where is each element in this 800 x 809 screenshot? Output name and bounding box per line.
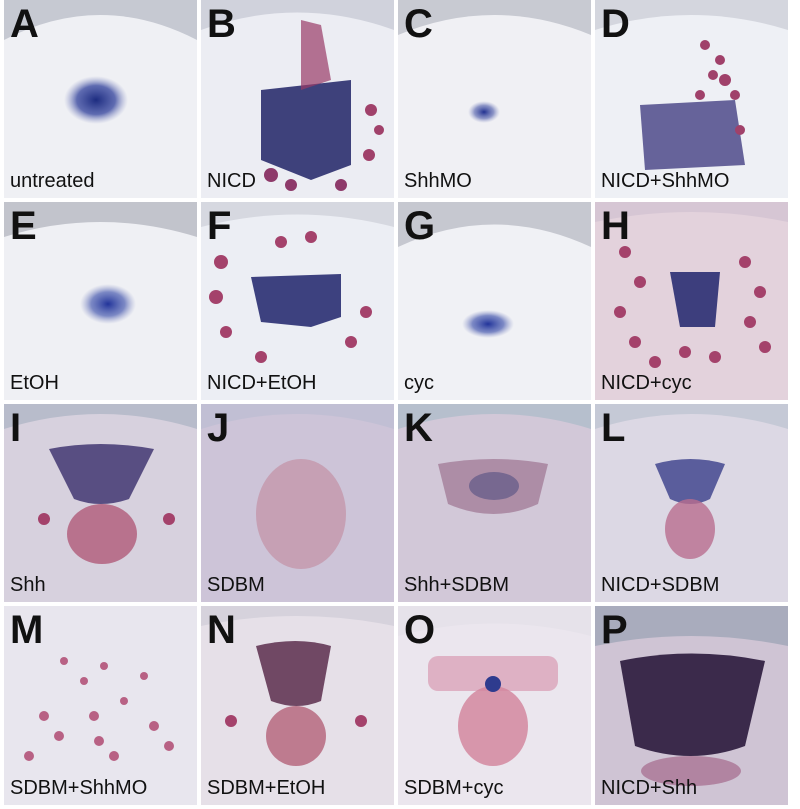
panel-caption: NICD: [207, 170, 256, 192]
panel-letter: A: [10, 2, 39, 46]
embryo-image-l: [595, 404, 788, 602]
panel-caption: untreated: [10, 170, 95, 192]
panel-letter: G: [404, 204, 436, 248]
panel-caption: Shh: [10, 574, 46, 596]
panel-i: I Shh: [4, 404, 197, 602]
panel-letter: I: [10, 406, 22, 450]
panel-b: B NICD: [201, 0, 394, 198]
panel-letter: B: [207, 2, 236, 46]
panel-letter: F: [207, 204, 232, 248]
embryo-image-p: [595, 606, 788, 805]
panel-caption: SDBM+cyc: [404, 777, 504, 799]
panel-caption: SDBM+EtOH: [207, 777, 326, 799]
panel-letter: H: [601, 204, 630, 248]
embryo-image-f: [201, 202, 394, 400]
panel-caption: NICD+Shh: [601, 777, 698, 799]
panel-caption: NICD+EtOH: [207, 372, 317, 394]
panel-letter: C: [404, 2, 433, 46]
panel-caption: NICD+SDBM: [601, 574, 720, 596]
panel-caption: NICD+cyc: [601, 372, 692, 394]
embryo-image-g: [398, 202, 591, 400]
panel-n: N SDBM+EtOH: [201, 606, 394, 805]
panel-p: P NICD+Shh: [595, 606, 788, 805]
panel-c: C ShhMO: [398, 0, 591, 198]
embryo-image-e: [4, 202, 197, 400]
panel-m: M SDBM+ShhMO: [4, 606, 197, 805]
panel-g: G cyc: [398, 202, 591, 400]
panel-letter: D: [601, 2, 630, 46]
embryo-image-c: [398, 0, 591, 198]
panel-caption: cyc: [404, 372, 434, 394]
panel-caption: SDBM+ShhMO: [10, 777, 148, 799]
panel-letter: M: [10, 608, 44, 652]
panel-caption: SDBM: [207, 574, 265, 596]
panel-caption: Shh+SDBM: [404, 574, 510, 596]
panel-caption: NICD+ShhMO: [601, 170, 730, 192]
embryo-image-m: [4, 606, 197, 805]
panel-j: J SDBM: [201, 404, 394, 602]
panel-letter: N: [207, 608, 236, 652]
embryo-image-b: [201, 0, 394, 198]
panel-e: E EtOH: [4, 202, 197, 400]
panel-letter: L: [601, 406, 626, 450]
panel-letter: E: [10, 204, 37, 248]
panel-o: O SDBM+cyc: [398, 606, 591, 805]
panel-caption: ShhMO: [404, 170, 472, 192]
embryo-image-h: [595, 202, 788, 400]
panel-k: K Shh+SDBM: [398, 404, 591, 602]
panel-d: D NICD+ShhMO: [595, 0, 788, 198]
panel-letter: J: [207, 406, 230, 450]
embryo-image-d: [595, 0, 788, 198]
embryo-image-n: [201, 606, 394, 805]
embryo-image-o: [398, 606, 591, 805]
embryo-image-k: [398, 404, 591, 602]
embryo-image-j: [201, 404, 394, 602]
panel-caption: EtOH: [10, 372, 59, 394]
embryo-image-a: [4, 0, 197, 198]
panel-f: F NICD+EtOH: [201, 202, 394, 400]
panel-h: H NICD+cyc: [595, 202, 788, 400]
embryo-image-i: [4, 404, 197, 602]
panel-letter: K: [404, 406, 433, 450]
panel-letter: P: [601, 608, 628, 652]
panel-l: L NICD+SDBM: [595, 404, 788, 602]
panel-a: A untreated: [4, 0, 197, 198]
panel-letter: O: [404, 608, 436, 652]
